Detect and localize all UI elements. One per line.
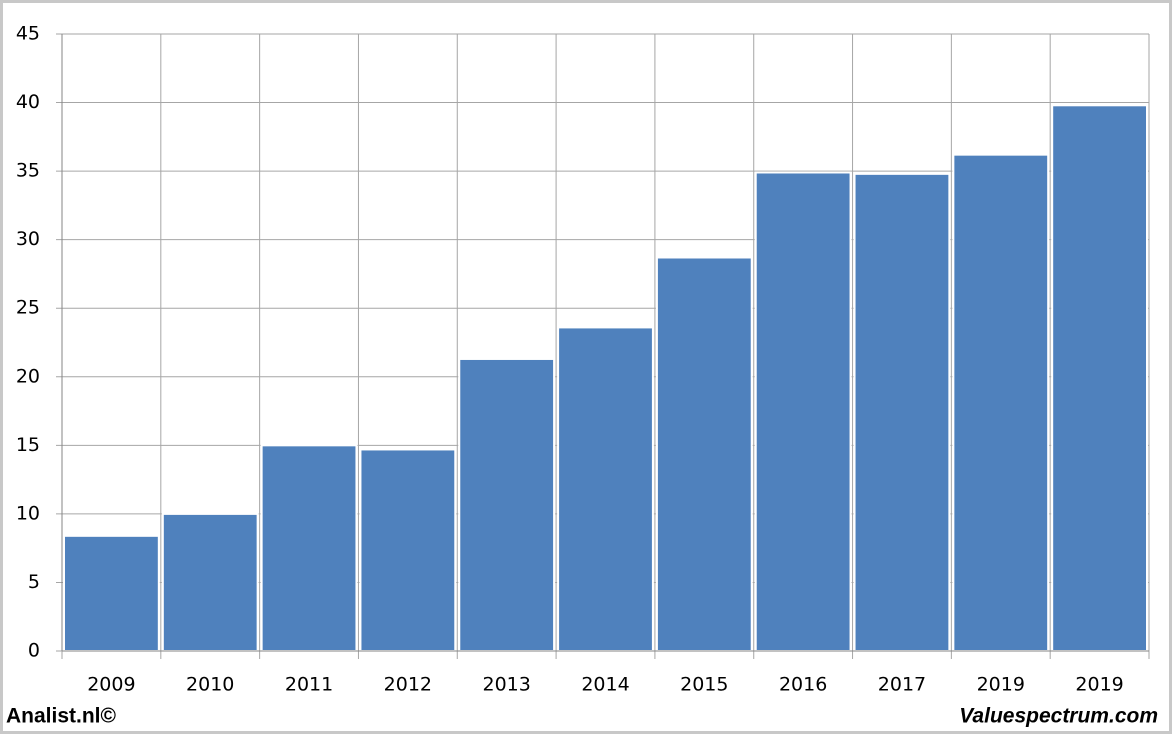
y-tick-label: 10: [16, 502, 40, 524]
footer-right: Valuespectrum.com: [959, 705, 1158, 728]
bar: [754, 171, 852, 653]
bar: [655, 256, 753, 652]
bar: [853, 172, 951, 652]
bar: [359, 448, 457, 652]
y-tick-label: 15: [16, 434, 40, 456]
x-tick-label: 2014: [581, 674, 629, 696]
x-tick-label: 2011: [285, 674, 333, 696]
y-tick-label: 20: [16, 365, 40, 387]
bar: [1051, 104, 1148, 652]
x-tick-label: 2015: [680, 674, 728, 696]
bar: [458, 357, 556, 652]
bar: [63, 534, 160, 652]
footer-left: Analist.nl©: [6, 705, 117, 728]
bar: [557, 326, 654, 652]
x-tick-label: 2019: [1075, 674, 1123, 696]
x-tick-label: 2012: [384, 674, 432, 696]
x-tick-label: 2016: [779, 674, 827, 696]
x-tick-label: 2019: [977, 674, 1025, 696]
bar: [952, 153, 1050, 652]
y-tick-label: 30: [16, 228, 40, 250]
bar: [161, 512, 259, 653]
y-tick-label: 0: [28, 640, 40, 662]
y-tick-label: 35: [16, 160, 40, 182]
x-tick-label: 2017: [878, 674, 926, 696]
y-tick-label: 5: [28, 571, 40, 593]
x-tick-label: 2013: [483, 674, 531, 696]
bar: [260, 444, 358, 653]
y-tick-label: 45: [16, 23, 40, 45]
x-tick-label: 2009: [87, 674, 135, 696]
x-tick-label: 2010: [186, 674, 234, 696]
y-tick-label: 40: [16, 91, 40, 113]
y-tick-label: 25: [16, 297, 40, 319]
